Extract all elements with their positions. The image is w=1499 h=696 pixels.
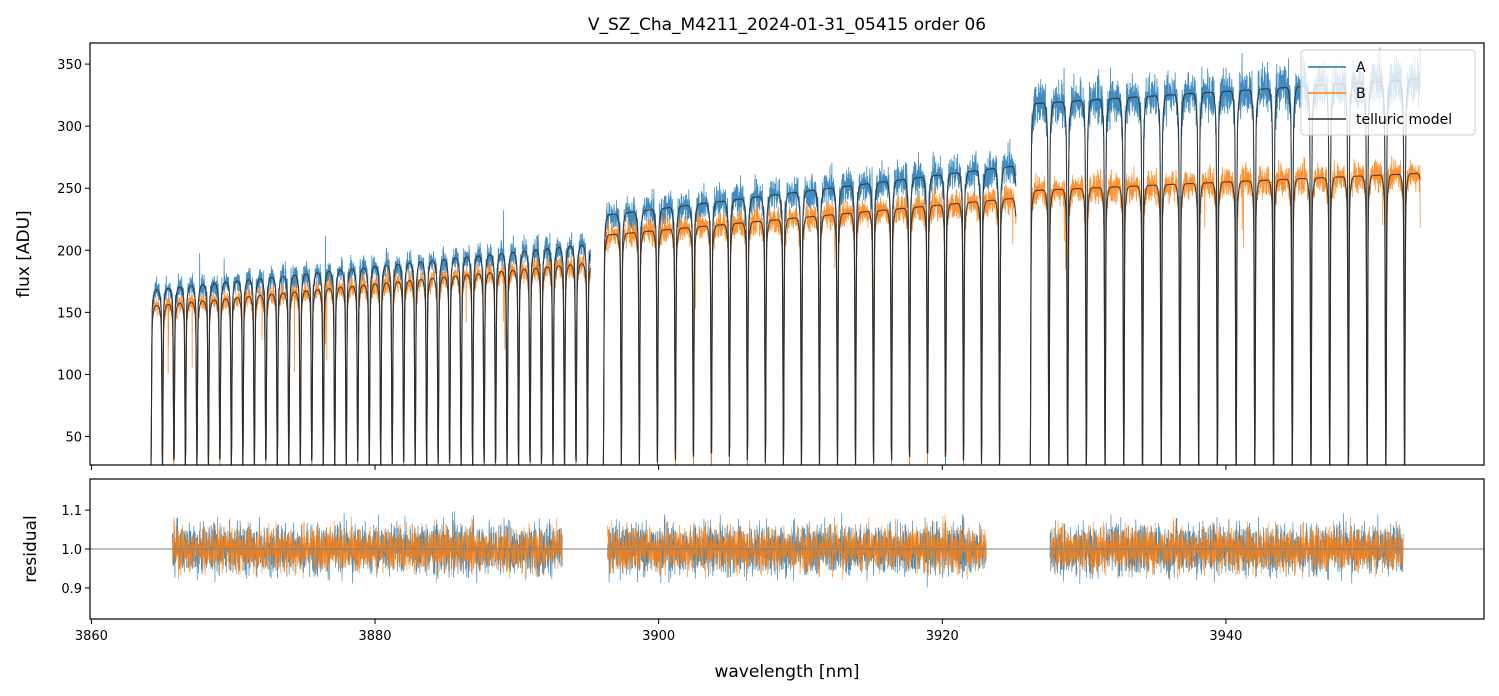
- figure-title: V_SZ_Cha_M4211_2024-01-31_05415 order 06: [588, 15, 986, 35]
- series-B-line: [603, 184, 1017, 465]
- telluric-model-B-line: [150, 263, 591, 465]
- residual-panel: 0.91.01.1 3860 3880 3900 3920 3940 residual …: [21, 478, 1485, 682]
- legend-frame: [1300, 49, 1476, 136]
- y-tick-label: 300: [57, 120, 82, 135]
- flux-panel: 50 100 150 200 250 300 350 flux [ADU] A B tell…: [14, 42, 1485, 470]
- x-tick-label: 3880: [358, 629, 391, 644]
- y-tick-label: 1.0: [61, 543, 82, 558]
- series-B-line: [1029, 156, 1421, 465]
- legend: A B telluric model: [1300, 49, 1476, 136]
- legend-label-telluric-model: telluric model: [1356, 112, 1452, 128]
- flux-panel-frame: [89, 42, 1485, 466]
- y-tick-label: 50: [65, 430, 82, 445]
- telluric-model-B-line: [1029, 172, 1421, 465]
- x-axis-label: wavelength [nm]: [714, 662, 859, 682]
- telluric-model-A-line: [150, 244, 591, 465]
- telluric-model-B-line: [602, 198, 1017, 465]
- x-tick-label: 3900: [642, 629, 675, 644]
- residual-B-line: [1049, 516, 1404, 580]
- flux-series-group: [150, 47, 1421, 465]
- residual-y-ticks: 0.9 1.0 1.1: [61, 504, 90, 597]
- telluric-model-A-line: [602, 165, 1017, 465]
- y-tick-label: 250: [57, 182, 82, 197]
- y-tick-label: 350: [57, 58, 82, 73]
- telluric-model-A-line: [1029, 78, 1421, 465]
- residual-series-group: [90, 511, 1484, 588]
- y-tick-label: 150: [57, 306, 82, 321]
- residual-y-axis-label: residual: [21, 515, 41, 582]
- y-tick-label: 1.1: [61, 504, 82, 519]
- x-tick-label: 3860: [75, 629, 108, 644]
- y-tick-label: 200: [57, 244, 82, 259]
- x-tick-label: 3940: [1209, 629, 1242, 644]
- flux-y-axis-label: flux [ADU]: [14, 210, 34, 297]
- legend-label-A: A: [1356, 60, 1366, 76]
- x-tick-label: 3920: [926, 629, 959, 644]
- y-tick-label: 0.9: [61, 582, 82, 597]
- flux-x-ticks: [90, 465, 1227, 470]
- residual-B-line: [607, 514, 987, 580]
- y-tick-label: 100: [57, 368, 82, 383]
- residual-B-line: [171, 516, 563, 584]
- legend-label-B: B: [1356, 86, 1366, 102]
- residual-x-ticks: 3860 3880 3900 3920 3940: [75, 619, 1242, 644]
- flux-y-ticks: 50 100 150 200 250 300 350: [57, 58, 90, 445]
